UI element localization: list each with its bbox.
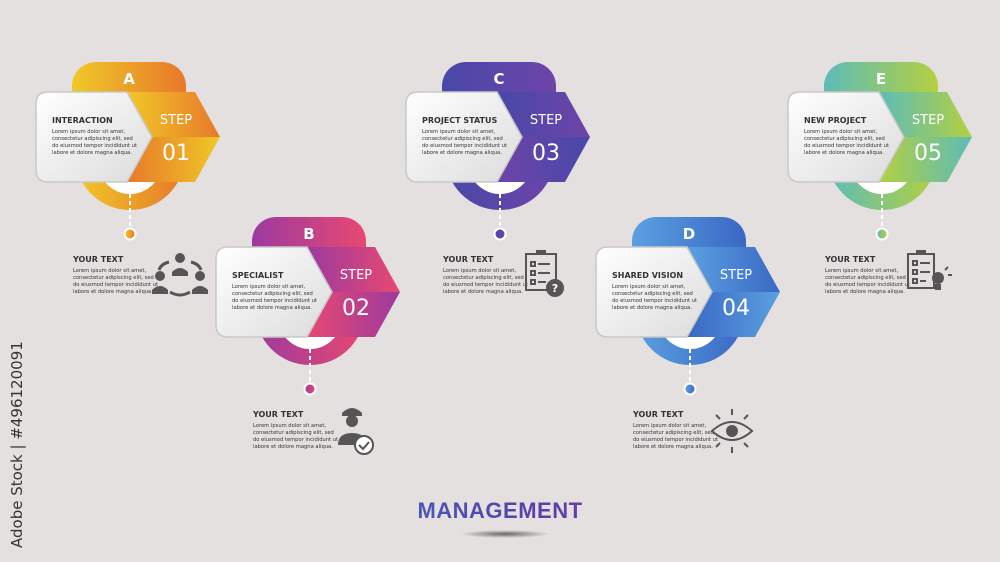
- step-e: E STEP 05 NEW PROJECT Lorem ipsum dolor …: [784, 62, 984, 302]
- step-d: D STEP 04 SHARED VISION Lorem ipsum dolo…: [592, 217, 792, 457]
- step-letter: B: [303, 225, 314, 243]
- step-label: STEP: [530, 113, 562, 128]
- connector-dot: [303, 382, 317, 396]
- body-line: consectetur adipiscing elit, sed: [232, 291, 313, 297]
- body-line: labore et dolore magna aliqua.: [443, 289, 523, 295]
- step-text-card: [405, 91, 523, 183]
- step-chevron: [307, 247, 400, 337]
- body-line: Lorem ipsum dolor sit amet,: [612, 284, 685, 290]
- your-text-heading: YOUR TEXT: [632, 410, 684, 419]
- body-line: consectetur adipiscing elit, sed: [422, 136, 503, 142]
- step-chevron: [687, 247, 780, 337]
- step-text-card: [215, 246, 333, 338]
- body-line: consectetur adipiscing elit, sed: [804, 136, 885, 142]
- step-letter: A: [123, 70, 135, 88]
- checklist-idea-icon: [907, 250, 952, 290]
- body-line: Lorem ipsum dolor sit amet,: [633, 423, 706, 429]
- step-number: 03: [532, 141, 560, 166]
- eye-icon: [710, 409, 754, 453]
- body-line: do eiusmod tempor incididunt ut: [73, 282, 158, 288]
- step-label: STEP: [340, 268, 372, 283]
- step-chevron: [127, 92, 220, 182]
- body-line: Lorem ipsum dolor sit amet,: [253, 423, 326, 429]
- connector-dot: [683, 382, 697, 396]
- body-line: do eiusmod tempor incididunt ut: [612, 298, 697, 304]
- step-c: C STEP 03 PROJECT STATUS Lorem ipsum dol…: [402, 62, 602, 302]
- connector-dot: [493, 227, 507, 241]
- body-line: consectetur adipiscing elit, sed: [633, 430, 714, 436]
- step-text-card: [35, 91, 153, 183]
- engineer-check-icon: [338, 408, 374, 455]
- body-line: labore et dolore magna aliqua.: [633, 444, 713, 450]
- step-title: NEW PROJECT: [804, 116, 867, 125]
- body-line: Lorem ipsum dolor sit amet,: [52, 129, 125, 135]
- body-line: do eiusmod tempor incididunt ut: [422, 143, 507, 149]
- body-line: labore et dolore magna aliqua.: [825, 289, 905, 295]
- body-line: labore et dolore magna aliqua.: [422, 150, 502, 156]
- your-text-heading: YOUR TEXT: [252, 410, 304, 419]
- step-title: INTERACTION: [52, 116, 113, 125]
- body-line: Lorem ipsum dolor sit amet,: [73, 268, 146, 274]
- body-line: do eiusmod tempor incididunt ut: [633, 437, 718, 443]
- step-number: 01: [162, 141, 190, 166]
- body-line: Lorem ipsum dolor sit amet,: [825, 268, 898, 274]
- step-letter: E: [876, 70, 886, 88]
- body-line: do eiusmod tempor incididunt ut: [232, 298, 317, 304]
- step-text-card: [787, 91, 905, 183]
- step-b: B STEP 02 SPECIALIST Lorem ipsum dolor s…: [212, 217, 412, 457]
- step-title: SPECIALIST: [232, 271, 284, 280]
- step-label: STEP: [160, 113, 192, 128]
- your-text-heading: YOUR TEXT: [442, 255, 494, 264]
- connector-dot: [875, 227, 889, 241]
- body-line: Lorem ipsum dolor sit amet,: [804, 129, 877, 135]
- body-line: Lorem ipsum dolor sit amet,: [232, 284, 305, 290]
- step-number: 05: [914, 141, 942, 166]
- body-line: labore et dolore magna aliqua.: [52, 150, 132, 156]
- body-line: Lorem ipsum dolor sit amet,: [443, 268, 516, 274]
- step-a: A STEP 01 INTERACTION Lorem ipsum dolor …: [32, 62, 232, 302]
- checklist-question-icon: ?: [525, 250, 564, 297]
- body-line: labore et dolore magna aliqua.: [232, 305, 312, 311]
- body-line: consectetur adipiscing elit, sed: [253, 430, 334, 436]
- step-text-card: [595, 246, 713, 338]
- main-title: MANAGEMENT: [0, 498, 1000, 524]
- team-cycle-icon: [152, 253, 208, 297]
- step-label: STEP: [720, 268, 752, 283]
- your-text-heading: YOUR TEXT: [824, 255, 876, 264]
- body-line: consectetur adipiscing elit, sed: [52, 136, 133, 142]
- step-chevron: [497, 92, 590, 182]
- step-number: 04: [722, 296, 750, 321]
- step-label: STEP: [912, 113, 944, 128]
- body-line: do eiusmod tempor incididunt ut: [443, 282, 528, 288]
- body-line: do eiusmod tempor incididunt ut: [253, 437, 338, 443]
- body-line: consectetur adipiscing elit, sed: [825, 275, 906, 281]
- body-line: do eiusmod tempor incididunt ut: [52, 143, 137, 149]
- body-line: consectetur adipiscing elit, sed: [612, 291, 693, 297]
- step-letter: D: [683, 225, 695, 243]
- title-shadow: [460, 530, 550, 538]
- step-chevron: [879, 92, 972, 182]
- step-number: 02: [342, 296, 370, 321]
- body-line: Lorem ipsum dolor sit amet,: [422, 129, 495, 135]
- body-line: labore et dolore magna aliqua.: [253, 444, 333, 450]
- body-line: do eiusmod tempor incididunt ut: [825, 282, 910, 288]
- body-line: do eiusmod tempor incididunt ut: [804, 143, 889, 149]
- body-line: labore et dolore magna aliqua.: [804, 150, 884, 156]
- step-title: PROJECT STATUS: [422, 116, 498, 125]
- your-text-heading: YOUR TEXT: [72, 255, 124, 264]
- step-letter: C: [493, 70, 504, 88]
- body-line: consectetur adipiscing elit, sed: [443, 275, 524, 281]
- step-title: SHARED VISION: [612, 271, 683, 280]
- svg-text:?: ?: [552, 282, 558, 295]
- body-line: consectetur adipiscing elit, sed: [73, 275, 154, 281]
- connector-dot: [123, 227, 137, 241]
- body-line: labore et dolore magna aliqua.: [73, 289, 153, 295]
- body-line: labore et dolore magna aliqua.: [612, 305, 692, 311]
